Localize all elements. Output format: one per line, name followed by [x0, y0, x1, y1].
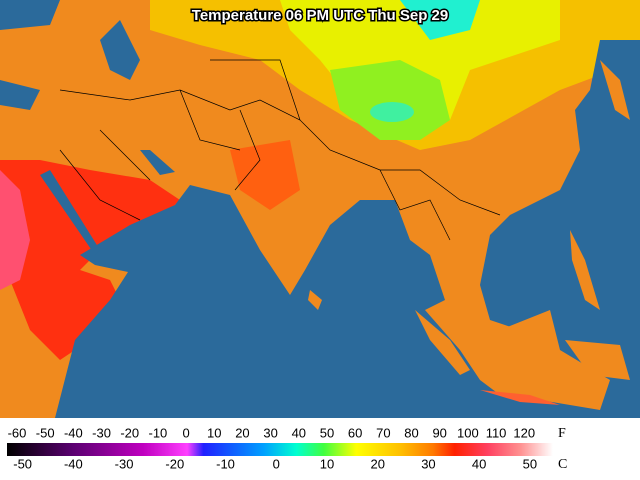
land-very-hot: [0, 170, 30, 290]
f-tick-label: 40: [292, 425, 306, 440]
f-tick-label: 90: [432, 425, 446, 440]
island: [565, 340, 630, 380]
ocean: [55, 40, 640, 418]
land-hot: [230, 140, 300, 210]
island: [480, 390, 560, 405]
f-tick-label: 120: [513, 425, 535, 440]
land-mild: [280, 0, 560, 135]
map: [0, 0, 640, 418]
c-tick-label: 10: [320, 456, 334, 471]
black-sea: [0, 0, 60, 30]
color-legend: F C -60 -50 -40 -30 -20 -10 0 10 20 30 40 50 60 70 80 9…: [0, 418, 640, 480]
land-cold: [400, 0, 480, 40]
caspian: [100, 20, 140, 80]
f-tick-label: 110: [486, 425, 507, 440]
island: [500, 310, 560, 370]
f-tick-label: 0: [182, 425, 189, 440]
f-tick-label: -50: [36, 425, 55, 440]
f-tick-label: 70: [376, 425, 390, 440]
island: [308, 290, 322, 310]
c-tick-label: -40: [64, 456, 83, 471]
f-tick-label: -10: [149, 425, 168, 440]
gulf: [140, 150, 175, 175]
land-cold: [370, 102, 414, 122]
c-unit: C: [558, 457, 567, 472]
color-scale: [7, 443, 553, 456]
mediterranean: [0, 80, 40, 110]
island: [600, 60, 630, 120]
c-tick-label: -10: [216, 456, 235, 471]
f-tick-label: 50: [320, 425, 334, 440]
c-tick-label: -20: [165, 456, 184, 471]
f-tick-label: 60: [348, 425, 362, 440]
c-tick-label: -50: [13, 456, 32, 471]
f-tick-label: 20: [235, 425, 249, 440]
c-tick-label: 50: [523, 456, 537, 471]
c-tick-label: -30: [115, 456, 134, 471]
f-tick-label: -30: [92, 425, 111, 440]
f-tick-label: 10: [207, 425, 221, 440]
map-title: Temperature 06 PM UTC Thu Sep 29: [192, 7, 448, 24]
c-tick-label: 0: [273, 456, 280, 471]
f-tick-label: 30: [263, 425, 277, 440]
f-tick-label: 100: [457, 425, 479, 440]
red-sea: [40, 170, 100, 255]
island: [415, 310, 470, 375]
land-cool: [330, 60, 450, 140]
island: [570, 230, 600, 310]
borders: [59, 59, 501, 241]
c-tick-label: 40: [472, 456, 486, 471]
f-tick-label: -20: [120, 425, 139, 440]
c-tick-label: 20: [370, 456, 384, 471]
f-unit: F: [558, 426, 566, 441]
f-tick-label: 80: [404, 425, 418, 440]
f-tick-label: -60: [8, 425, 27, 440]
f-tick-label: -40: [64, 425, 83, 440]
c-tick-label: 30: [421, 456, 435, 471]
